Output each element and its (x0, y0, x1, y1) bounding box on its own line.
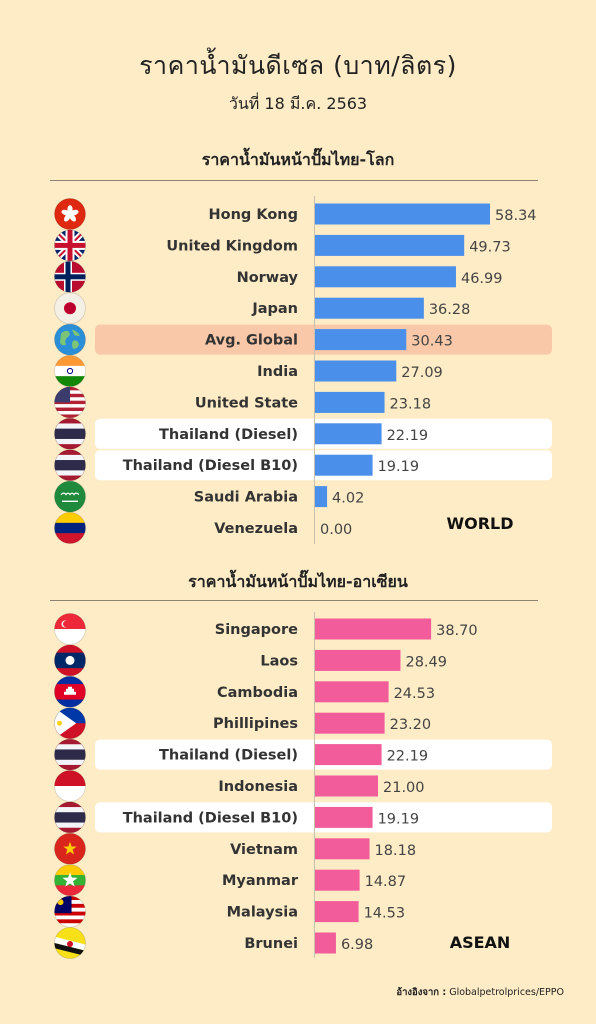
india-flag-icon (54, 355, 86, 387)
world-category-label: Hong Kong (209, 207, 299, 223)
asean-category-label: Singapore (215, 622, 298, 638)
world-bar (315, 486, 328, 508)
asean-category-label: Malaysia (227, 905, 298, 921)
asean-bar (315, 712, 385, 734)
world-category-label: Avg. Global (205, 333, 298, 349)
venezuela-flag-icon (54, 512, 86, 544)
thailand-flag-icon (54, 738, 86, 771)
asean-category-label: Indonesia (218, 779, 298, 795)
united-kingdom-flag-icon (54, 229, 86, 262)
world-value-label: 46.99 (461, 271, 503, 287)
world-category-label: United Kingdom (166, 238, 298, 254)
world-value-label: 58.34 (495, 208, 537, 224)
asean-bar (315, 932, 336, 954)
world-category-label: United State (195, 395, 298, 411)
asean-value-label: 18.18 (375, 843, 417, 859)
world-value-label: 0.00 (320, 522, 352, 538)
world-category-label: India (257, 364, 298, 380)
world-bar (315, 423, 382, 445)
malaysia-flag-icon (54, 895, 86, 928)
world-bar (315, 266, 456, 288)
chart-date: วันที่ 18 มี.ค. 2563 (228, 94, 368, 113)
thailand-flag-icon (54, 449, 86, 482)
asean-value-label: 6.98 (341, 937, 373, 953)
world-bar (315, 454, 373, 476)
world-value-label: 23.18 (390, 396, 432, 412)
asean-bar (315, 775, 378, 797)
norway-flag-icon (54, 260, 86, 293)
source-note: อ้างอิงจาก : Globalpetrolprices/EPPO (396, 985, 564, 1000)
world-value-label: 36.28 (429, 302, 471, 318)
world-bar (315, 360, 397, 382)
world-category-label: Saudi Arabia (194, 490, 298, 506)
world-bar (315, 234, 465, 256)
world-value-label: 4.02 (332, 491, 364, 507)
asean-category-label: Brunei (244, 936, 298, 952)
philippines-flag-icon (54, 707, 86, 740)
asean-bar (315, 838, 370, 860)
asean-value-label: 22.19 (387, 749, 429, 765)
asean-category-label: Phillipines (213, 716, 298, 732)
asean-value-label: 28.49 (405, 654, 447, 670)
world-value-label: 30.43 (411, 334, 453, 350)
asean-bar (315, 618, 432, 640)
hong-kong-flag-icon (54, 198, 86, 230)
asean-value-label: 21.00 (383, 780, 425, 796)
world-category-label: Thailand (Diesel B10) (123, 458, 298, 474)
world-bar (315, 329, 407, 351)
vietnam-flag-icon (54, 832, 86, 865)
globe-icon (54, 323, 86, 356)
world-value-label: 22.19 (387, 428, 429, 444)
asean-bar (315, 681, 389, 703)
asean-bar (315, 649, 401, 671)
united-states-flag-icon (54, 386, 86, 419)
indonesia-flag-icon (54, 770, 86, 802)
singapore-flag-icon (54, 613, 86, 645)
asean-bar (315, 901, 359, 923)
asean-category-label: Thailand (Diesel) (159, 748, 298, 764)
thailand-flag-icon (54, 801, 86, 834)
myanmar-flag-icon (54, 864, 86, 897)
brunei-flag-icon (54, 927, 86, 959)
asean-value-label: 14.87 (365, 874, 407, 890)
asean-category-label: Vietnam (230, 842, 298, 858)
asean-divider (50, 600, 538, 601)
asean-section-title: ราคาน้ำมันหน้าปั๊มไทย-อาเซียน (188, 572, 408, 591)
world-value-label: 27.09 (401, 365, 443, 381)
world-category-label: Venezuela (214, 521, 298, 537)
asean-value-label: 24.53 (394, 686, 436, 702)
asean-value-label: 19.19 (378, 811, 420, 827)
world-category-label: Japan (251, 301, 298, 317)
world-divider (50, 180, 538, 181)
world-bar (315, 297, 424, 319)
saudi-arabia-flag-icon (54, 480, 86, 513)
asean-value-label: 14.53 (364, 906, 406, 922)
thailand-flag-icon (54, 417, 86, 450)
laos-flag-icon (54, 644, 86, 677)
world-category-label: Norway (237, 270, 299, 286)
asean-category-label: Laos (260, 653, 298, 669)
asean-category-label: Thailand (Diesel B10) (123, 810, 298, 826)
asean-bar (315, 869, 360, 891)
world-bar (315, 203, 491, 225)
asean-bar (315, 744, 382, 766)
source-text: Globalpetrolprices/EPPO (449, 987, 564, 998)
asean-category-label: Cambodia (217, 685, 298, 701)
asean-region-tag: ASEAN (450, 933, 511, 952)
japan-flag-icon (54, 292, 86, 325)
asean-value-label: 38.70 (436, 623, 478, 639)
source-label: อ้างอิงจาก : (396, 987, 447, 998)
world-section-title: ราคาน้ำมันหน้าปั๊มไทย-โลก (201, 150, 395, 169)
chart-title: ราคาน้ำมันดีเซล (บาท/ลิตร) (139, 51, 457, 80)
asean-bar (315, 806, 373, 828)
world-value-label: 19.19 (378, 459, 420, 475)
asean-category-label: Myanmar (222, 873, 299, 889)
world-value-label: 49.73 (469, 239, 511, 255)
world-category-label: Thailand (Diesel) (159, 427, 298, 443)
cambodia-flag-icon (54, 675, 86, 708)
world-region-tag: WORLD (446, 514, 513, 533)
world-bar (315, 391, 385, 413)
asean-value-label: 23.20 (390, 717, 432, 733)
